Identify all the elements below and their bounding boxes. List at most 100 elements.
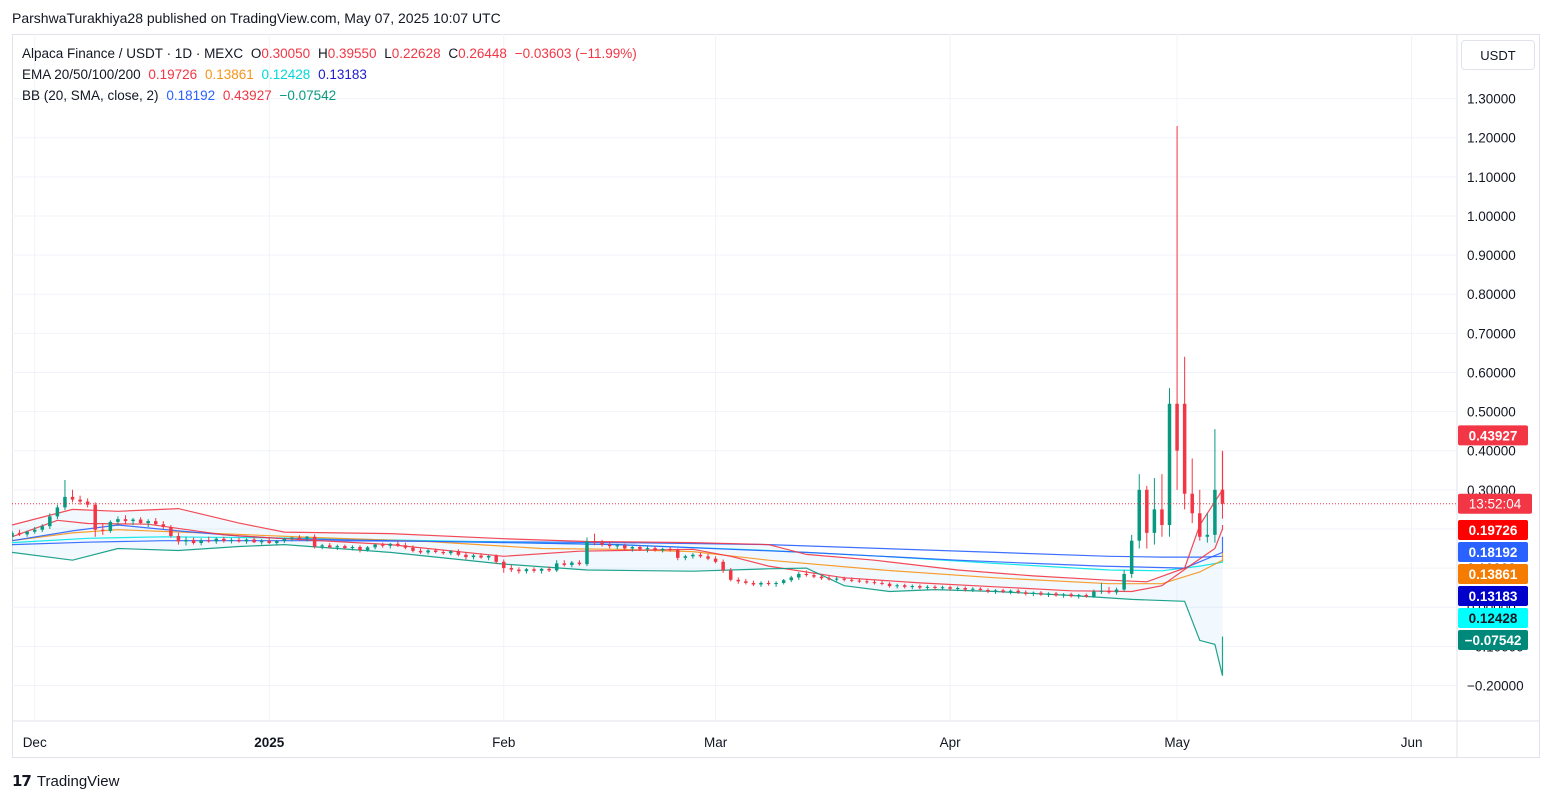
candle-body [721,561,725,571]
candle-body [902,585,907,587]
bollinger-band-fill [12,450,1223,676]
candle-body [343,546,347,549]
candle-body [176,535,181,542]
candle-body [517,569,521,572]
candle-body [1145,489,1149,533]
footer-brand[interactable]: 17 TradingView [12,772,119,790]
candle-body [486,555,491,558]
candle-body [290,537,294,539]
legend-change: −0.03603 (−11.99%) [514,46,637,61]
y-tick-label: 0.40000 [1467,444,1516,459]
candle-body [327,545,332,548]
candle-body [441,552,445,554]
candle-body [63,496,67,508]
candle-body [373,544,377,548]
candle-body [229,539,234,542]
candle-body [418,550,423,553]
candle-body [1160,509,1164,526]
x-tick-label: Jun [1401,735,1423,750]
candle-body [842,578,846,580]
candle-body [865,581,869,583]
candle-body [244,539,249,542]
candle-body [305,536,309,539]
candle-body [691,554,695,557]
price-chart[interactable]: 1.30000 1.20000 1.10000 1.00000 0.90000 0.800… [12,34,1540,758]
candle-body [161,524,166,527]
candle-body [1046,593,1051,595]
candle-body [850,579,854,581]
candle-body [259,540,264,543]
candle-body [925,586,930,588]
price-label-bg [1458,520,1528,541]
ema200-line [12,540,1224,558]
candle-body [615,545,619,547]
candle-body [48,516,52,527]
candle-body [728,570,733,580]
candle-body [1076,595,1081,597]
candle-body [267,540,271,544]
candle-body [524,569,529,572]
candle-body [963,588,967,590]
footer-brand-name: TradingView [36,772,120,790]
bb-lower-line [12,543,1224,676]
candle-body [138,519,143,524]
candle-body [206,540,211,542]
candle-body [1107,590,1111,593]
legend-l-value: 0.22628 [391,46,441,61]
candle-body [335,546,340,548]
chart-frame [12,34,1540,758]
legend-bb-lower-value: −0.07542 [279,88,337,103]
x-tick-label: May [1164,735,1190,750]
candle-body [623,545,627,549]
candle-body [698,554,703,557]
price-label: −0.07542 [1465,633,1522,648]
candle-body [1129,540,1134,574]
candle-body [275,541,279,544]
candle-body [986,589,990,592]
candle-body [1220,489,1225,504]
price-label: 0.43927 [1469,428,1518,443]
y-tick-label: 1.00000 [1467,209,1516,224]
candle-body [1054,593,1058,596]
candle-body [191,539,196,544]
legend-ema20-value: 0.19726 [148,67,198,82]
candle-body [910,586,915,588]
y-tick-label: 1.20000 [1467,131,1516,146]
candle-body [918,586,922,588]
candle-body [388,543,393,546]
candle-body [237,539,241,542]
candle-body [403,545,408,548]
legend-ohlc: Alpaca Finance / USDT · 1D · MEXC O0.300… [22,46,641,61]
candle-body [827,578,831,580]
candle-body [645,548,650,550]
candle-body [471,555,476,558]
candle-body [1213,489,1217,535]
candle-body [940,587,945,589]
candle-body [781,580,786,583]
candle-body [1137,489,1142,541]
candle-body [101,529,105,531]
candle-body [1175,403,1179,451]
y-tick-label: 1.10000 [1467,170,1516,185]
price-label: 0.18192 [1469,545,1518,560]
candle-body [993,590,998,592]
candle-body [660,548,665,551]
currency-button[interactable]: USDT [1461,40,1535,70]
candle-body [653,548,657,551]
candle-body [630,546,635,549]
candle-body [592,541,597,543]
candle-body [184,539,188,542]
candle-body [766,582,771,585]
candle-body [1039,592,1043,595]
candle-body [1152,509,1157,533]
price-label-bg [1458,586,1528,607]
price-label: 0.19726 [1469,523,1518,538]
candle-body [585,541,589,565]
x-tick-label: Feb [492,735,515,750]
candle-body [131,519,135,522]
candle-body [411,547,415,551]
candle-body [320,545,324,547]
legend-o-label: O [250,46,262,61]
candle-body [1024,592,1028,594]
y-tick-label: 1.30000 [1467,92,1516,107]
